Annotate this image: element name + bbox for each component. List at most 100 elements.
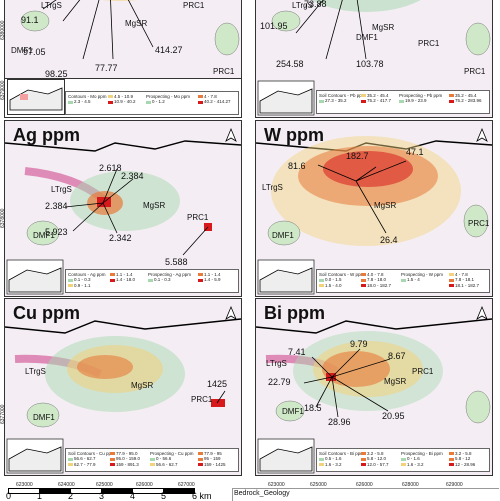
scale-number: 3 [99,491,105,501]
sample-value: 98.25 [45,69,68,79]
map-legend: Contours - Ag ppm 0.1 - 0.3 0.9 - 1.1 1.… [65,269,239,293]
rock-label: LTrgS [25,367,46,376]
map-canvas [257,0,491,116]
sample-value: 2.384 [45,201,68,211]
y-tick-label: 6380000 [0,20,6,40]
y-tick-label: 6379000 [0,80,6,100]
map-panel-pb: 73.88 101.95 254.58 103.78 LTrgS MgSR DM… [255,0,493,118]
scale-number: 0 [6,491,12,501]
sample-value: 2.342 [109,233,132,243]
scale-number: 6 km [192,491,212,501]
legend-title: Prospecting - Pb ppm [399,93,443,98]
map-panel-ag: Ag ppm 2.618 2.384 2.384 5.923 2.342 5.5… [4,120,242,297]
map-legend: Soil Contours - Cu ppm 56.6 - 62.7 62.7 … [65,448,239,472]
map-panel-bi: Bi ppm 7.41 9.79 8.67 22.79 18.5 28.96 2… [255,298,493,476]
legend-title: Prospecting - Bi ppm [401,451,443,456]
map-legend: Soil Contours - Pb ppm 27.3 - 35.2 35.2 … [316,90,490,114]
panel-title: Cu ppm [13,303,80,323]
rock-label: MgSR [125,19,148,28]
x-tick-label: 625000 [96,482,113,488]
scale-number: 5 [161,491,167,501]
scale-number: 4 [130,491,136,501]
legend-title: Soil Contours - Pb ppm [319,93,366,98]
map-panel-cu: Cu ppm 1425 LTrgS MgSR DMF1 PRC1 Soil Co… [4,298,242,476]
legend-strip-mo: Contours - Mo ppm 2.3 - 4.5 4.5 - 10.9 1… [4,78,242,118]
y-tick-label: 6378000 [0,208,6,228]
rock-label: DMF1 [282,407,304,416]
legend-title: Prospecting - Cu ppm [150,451,194,456]
x-tick-label: 629000 [446,482,463,488]
scale-number: 2 [68,491,74,501]
rock-label: MgSR [131,381,154,390]
rock-label: MgSR [374,201,397,210]
rock-label: PRC1 [191,395,213,404]
x-tick-label: 623000 [16,482,33,488]
sample-value: 2.618 [99,163,122,173]
x-tick-label: 626000 [356,482,373,488]
rock-label: MgSR [143,201,166,210]
panel-title: W ppm [264,125,324,145]
legend-title: Contours - Ag ppm [68,272,106,277]
rock-label: LTrgS [51,185,72,194]
map-legend: Contours - Mo ppm 2.3 - 4.5 4.5 - 10.9 1… [65,91,239,115]
x-tick-label: 626000 [136,482,153,488]
legend-title: Prospecting - Mo ppm [146,94,191,99]
rock-label: PRC1 [418,39,440,48]
map-panel-mo: LTrgS MgSR DMF1 PRC1 PRC1 91.1 97.05 98.… [4,0,242,80]
sample-value: 9.79 [350,339,368,349]
x-tick-label: 625000 [310,482,327,488]
sample-value: 18.5 [304,403,322,413]
legend-title: Soil Contours - W ppm [319,272,365,277]
x-tick-label: 627000 [178,482,195,488]
sample-value: 101.95 [260,21,288,31]
x-tick-label: 623000 [268,482,285,488]
sample-value: 77.77 [95,63,118,73]
sample-value: 91.1 [21,15,39,25]
map-panel-w: W ppm 81.6 182.7 47.1 26.4 LTrgS MgSR DM… [255,120,493,297]
map-canvas [5,305,241,474]
rock-label: MgSR [384,377,407,386]
sample-value: 81.6 [288,161,306,171]
rock-label: PRC1 [412,367,434,376]
panel-title: Bi ppm [264,303,325,323]
panel-title: Ag ppm [13,125,80,145]
sample-value: 5.923 [45,227,68,237]
sample-value: 103.78 [356,59,384,69]
rock-label: DMF1 [272,231,294,240]
sample-value: 254.58 [276,59,304,69]
sample-value: 414.27 [155,45,183,55]
rock-label: PRC1 [183,1,205,10]
rock-label: LTrgS [41,1,62,10]
sample-value: 2.384 [121,171,144,181]
rock-label: PRC1 [464,67,486,76]
sample-value: 7.41 [288,347,306,357]
sample-value: 1425 [207,379,228,389]
map-canvas [20,0,240,60]
bedrock-legend-title: Bedrock_Geology [234,490,290,497]
legend-title: Prospecting - W ppm [401,272,444,277]
map-canvas [5,127,241,295]
y-tick-label: 6377000 [0,404,6,424]
sample-value: 8.67 [388,351,406,361]
rock-label: MgSR [372,23,395,32]
locator-inset [7,79,65,115]
sample-value: 22.79 [268,377,291,387]
sample-value: 20.95 [382,411,405,421]
scale-number: 1 [37,491,43,501]
map-canvas [256,305,492,474]
sample-value: 182.7 [346,151,369,161]
x-tick-label: 628000 [402,482,419,488]
rock-label: DMF1 [33,413,55,422]
sample-value: 26.4 [380,235,398,245]
rock-label: PRC1 [187,213,209,222]
sample-value: 5.588 [165,257,188,267]
rock-label: DMF1 [11,46,33,55]
sample-value: 47.1 [406,147,424,157]
rock-label: PRC1 [213,67,235,76]
rock-label: DMF1 [33,231,55,240]
bedrock-legend-box [232,488,499,501]
legend-title: Prospecting - Ag ppm [148,272,192,277]
map-legend: Soil Contours - Bi ppm 0.5 - 1.6 1.6 - 3… [316,448,490,472]
sample-value: 73.88 [304,0,327,9]
map-canvas [256,127,492,295]
